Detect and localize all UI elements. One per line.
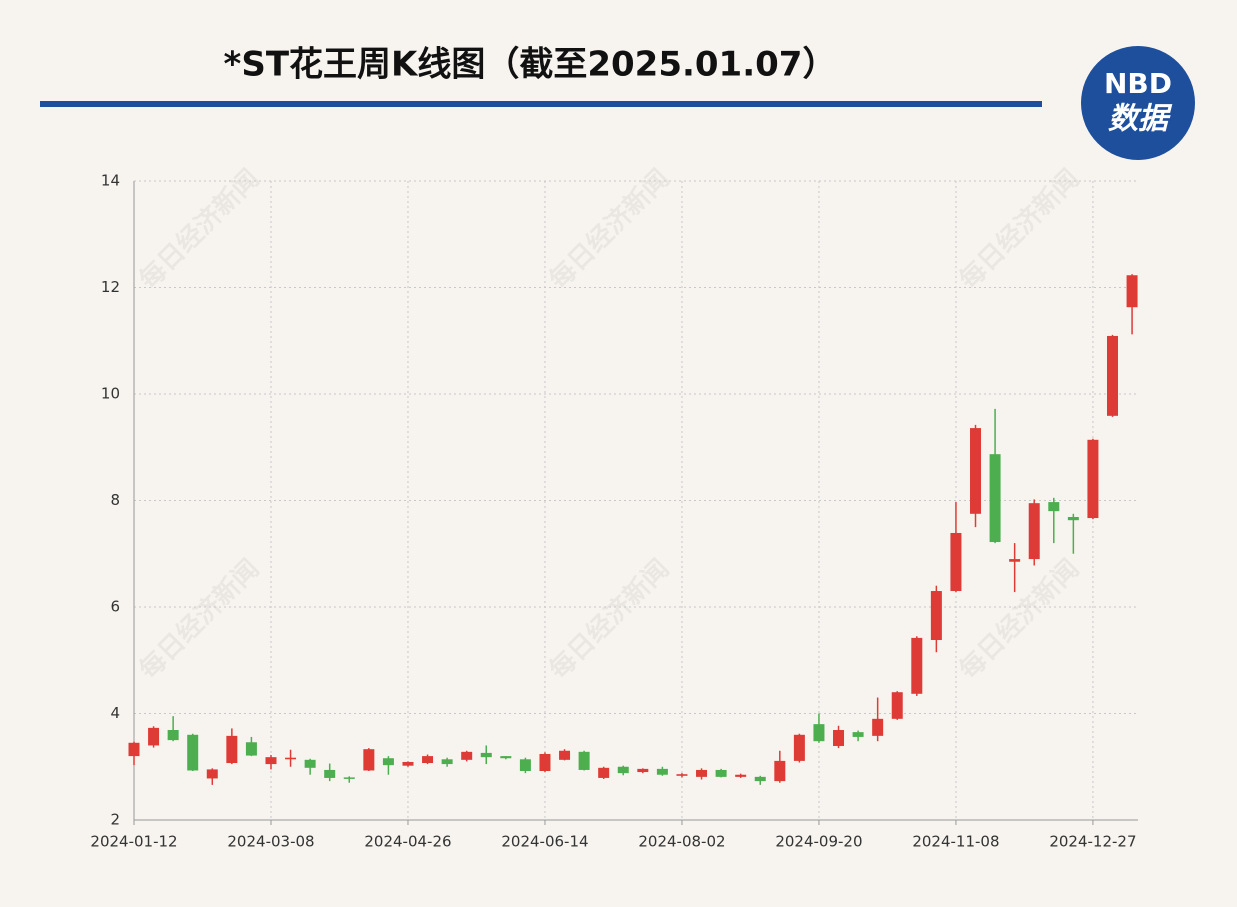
candle-body (539, 753, 551, 772)
title-rule (40, 101, 1042, 107)
candle-body (402, 761, 414, 766)
candle-body (970, 428, 982, 514)
candle-body (304, 759, 316, 768)
candle-body (480, 752, 492, 758)
candle-body (461, 751, 473, 760)
candle-body (676, 774, 688, 776)
candle-body (696, 769, 708, 777)
candle-body (617, 766, 629, 774)
candle-body (598, 767, 610, 778)
candle-body (226, 735, 238, 764)
candle-body (774, 760, 786, 782)
candle-body (148, 727, 160, 746)
candle-body (793, 734, 805, 761)
candle-body (1126, 275, 1138, 308)
y-tick-label: 10 (101, 385, 120, 403)
x-tick-label: 2024-01-12 (90, 833, 177, 851)
x-tick-label: 2024-12-27 (1049, 833, 1136, 851)
candle-body (285, 757, 297, 760)
candle-body (891, 692, 903, 719)
y-tick-label: 4 (110, 704, 120, 722)
x-tick-label: 2024-06-14 (501, 833, 588, 851)
candle-body (167, 730, 179, 741)
candle-body (441, 759, 453, 765)
candle-body (500, 756, 512, 759)
x-tick-label: 2024-04-26 (364, 833, 451, 851)
candle-body (128, 742, 140, 757)
candle-body (735, 774, 747, 777)
x-tick-label: 2024-03-08 (227, 833, 314, 851)
candle-body (852, 732, 864, 737)
candle-body (715, 769, 727, 777)
candle-body (1009, 559, 1021, 562)
candle-body (950, 532, 962, 592)
candle-body (989, 454, 1001, 543)
candle-body (813, 724, 825, 742)
candle-body (519, 759, 531, 772)
candle-body (1028, 503, 1040, 560)
x-tick-label: 2024-11-08 (912, 833, 999, 851)
candle-body (1107, 335, 1118, 416)
candle-body (324, 769, 336, 778)
candle-body (911, 637, 923, 694)
y-tick-label: 12 (101, 278, 120, 296)
logo (1081, 46, 1195, 160)
candle-body (637, 768, 649, 773)
candle-body (872, 718, 884, 736)
candle-body (187, 734, 199, 771)
candle-body (578, 751, 590, 770)
y-tick-label: 6 (110, 598, 120, 616)
candle-body (1087, 439, 1099, 519)
candle-body (382, 758, 394, 766)
candle-body (245, 742, 257, 756)
candle-body (656, 768, 668, 775)
candle-body (930, 591, 942, 641)
candle-body (343, 777, 355, 779)
candle-body (559, 750, 571, 760)
x-tick-label: 2024-08-02 (638, 833, 725, 851)
chart-title: *ST花王周K线图（截至2025.01.07） (224, 45, 837, 85)
candle-body (833, 730, 845, 746)
candle-body (206, 769, 218, 779)
y-tick-label: 2 (110, 811, 120, 829)
candle-body (422, 756, 434, 764)
y-tick-label: 8 (110, 491, 120, 509)
candle-body (1067, 517, 1079, 521)
logo-label: 数据 (1108, 102, 1173, 137)
candle-body (1048, 502, 1060, 512)
candle-body (265, 757, 277, 765)
candle-body (363, 749, 375, 771)
x-tick-label: 2024-09-20 (775, 833, 862, 851)
logo-brand: NBD (1104, 67, 1172, 100)
y-tick-label: 14 (101, 172, 120, 190)
candle-body (754, 776, 766, 782)
